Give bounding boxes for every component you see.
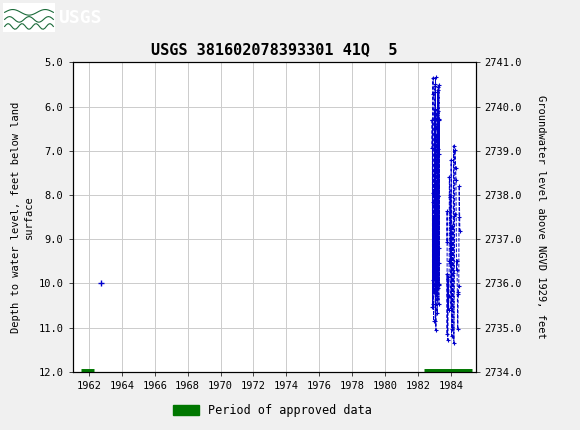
- Title: USGS 381602078393301 41Q  5: USGS 381602078393301 41Q 5: [151, 42, 397, 57]
- Bar: [3, 3, 55, 32]
- Y-axis label: Depth to water level, feet below land
surface: Depth to water level, feet below land su…: [11, 101, 34, 333]
- Y-axis label: Groundwater level above NGVD 1929, feet: Groundwater level above NGVD 1929, feet: [536, 95, 546, 339]
- Text: USGS: USGS: [58, 9, 102, 27]
- Legend: Period of approved data: Period of approved data: [168, 399, 377, 422]
